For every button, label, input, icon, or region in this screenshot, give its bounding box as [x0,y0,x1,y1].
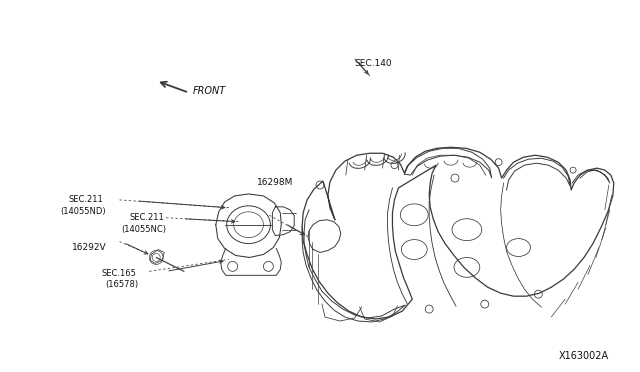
Text: (14055NC): (14055NC) [122,225,166,234]
Text: (16578): (16578) [106,280,139,289]
Text: X163002A: X163002A [559,351,609,361]
Text: (14055ND): (14055ND) [60,207,106,216]
Text: SEC.140: SEC.140 [355,59,392,68]
Text: 16292V: 16292V [72,243,106,251]
Text: SEC.211: SEC.211 [129,213,164,222]
Text: SEC.165: SEC.165 [102,269,136,278]
Text: 16298M: 16298M [257,178,293,187]
Text: FRONT: FRONT [193,86,226,96]
Text: SEC.211: SEC.211 [69,195,104,204]
